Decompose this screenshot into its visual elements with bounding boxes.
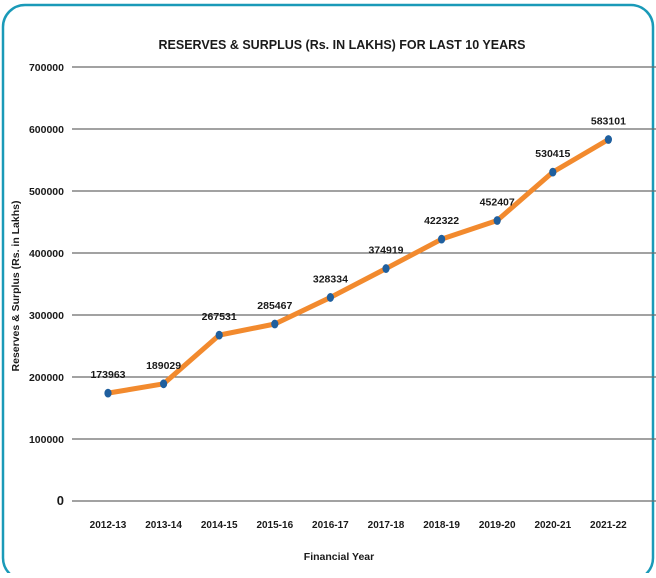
x-axis-ticks: 2012-13 2013-14 2014-15 2015-16 2016-17 2017-… <box>90 520 628 531</box>
data-label: 530415 <box>535 148 570 160</box>
data-label: 374919 <box>368 245 403 257</box>
y-tick-label: 300000 <box>29 310 64 322</box>
data-point <box>326 293 334 302</box>
x-axis-label: Financial Year <box>304 551 374 563</box>
y-tick-label: 600000 <box>29 124 64 136</box>
x-tick-label: 2014-15 <box>201 520 238 531</box>
data-point <box>271 319 279 329</box>
x-tick-label: 2017-18 <box>368 520 405 531</box>
data-label: 583101 <box>591 115 626 127</box>
data-label: 267531 <box>202 311 237 323</box>
data-point <box>160 379 168 389</box>
x-tick-label: 2012-13 <box>90 520 127 531</box>
y-axis-label: Reserves & Surplus (Rs. in Lakhs) <box>10 201 22 372</box>
data-labels: 173963 189029 267531 285467 328334 374919 4223… <box>90 115 626 381</box>
x-tick-label: 2021-22 <box>590 520 627 531</box>
x-tick-label: 2013-14 <box>145 520 182 531</box>
data-point <box>104 388 112 398</box>
data-point <box>549 167 557 177</box>
data-point <box>438 234 446 244</box>
y-tick-label: 0 <box>57 493 64 508</box>
data-label: 189029 <box>146 360 181 372</box>
y-tick-label: 100000 <box>29 434 64 446</box>
y-tick-label: 400000 <box>29 248 64 260</box>
chart-border <box>1 3 655 578</box>
data-label: 328334 <box>313 273 348 285</box>
x-tick-label: 2015-16 <box>256 520 293 531</box>
y-tick-label: 200000 <box>29 372 64 384</box>
data-label: 452407 <box>480 197 515 209</box>
data-point <box>493 216 501 225</box>
x-tick-label: 2019-20 <box>479 520 516 531</box>
y-tick-label: 500000 <box>29 186 64 198</box>
series-layer <box>104 135 613 398</box>
data-point <box>382 264 390 273</box>
data-label: 173963 <box>90 369 125 381</box>
data-label: 285467 <box>257 300 292 312</box>
data-label: 422322 <box>424 215 459 227</box>
data-point <box>604 135 613 144</box>
x-tick-label: 2018-19 <box>423 520 460 531</box>
y-tick-label: 700000 <box>29 62 64 74</box>
data-point <box>215 330 223 340</box>
series-line <box>105 136 611 396</box>
x-tick-label: 2020-21 <box>534 520 571 531</box>
x-tick-label: 2016-17 <box>312 520 349 531</box>
y-axis-ticks: 0 100000 200000 300000 400000 500000 600000 700… <box>29 62 64 508</box>
chart-title: RESERVES & SURPLUS (Rs. IN LAKHS) FOR LA… <box>159 38 526 52</box>
